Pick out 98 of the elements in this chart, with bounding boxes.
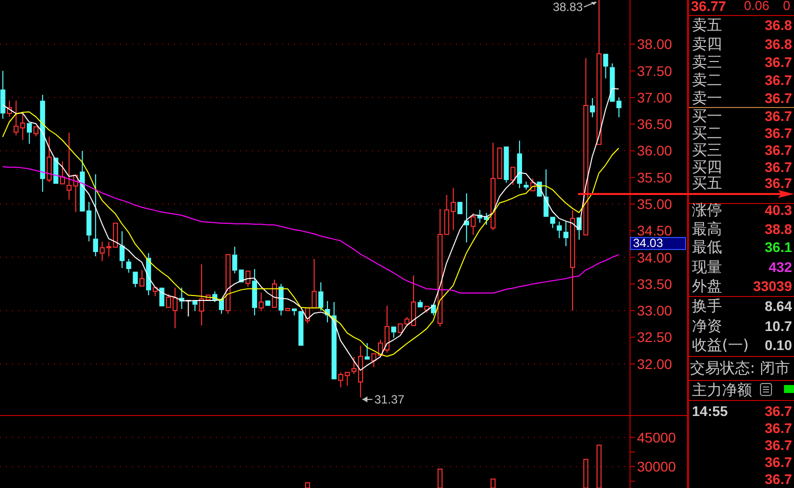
candlestick <box>504 146 509 184</box>
text: 432 <box>768 259 792 275</box>
text: 36.7 <box>764 454 792 470</box>
candlestick <box>126 258 132 274</box>
line-series <box>2 166 620 294</box>
candlestick <box>60 160 65 184</box>
candlestick <box>285 308 290 312</box>
text: 36.7 <box>764 403 792 419</box>
text: 14:55 <box>692 402 728 420</box>
annotation: 38.83 <box>552 0 584 14</box>
candlestick <box>517 140 522 189</box>
text: 36.7 <box>764 159 792 175</box>
category-label: 涨停 <box>692 201 722 219</box>
text: 36.7 <box>764 108 792 124</box>
candlestick <box>132 272 138 288</box>
text: 36.7 <box>764 90 792 106</box>
text: 0.10 <box>764 337 792 353</box>
candlestick <box>563 221 568 247</box>
candlestick <box>391 326 396 338</box>
candlestick <box>457 202 462 214</box>
category-label: 外盘 <box>692 277 722 295</box>
category-label: 买三 <box>692 141 722 159</box>
candlestick <box>590 98 595 118</box>
text: 36.7 <box>764 175 792 191</box>
candlestick <box>226 254 231 314</box>
candlestick <box>252 268 258 316</box>
candlestick <box>93 174 98 257</box>
text: 36.7 <box>764 420 792 436</box>
text: 交易状态: 闭市 <box>690 359 790 377</box>
y-tick-label: 33.50 <box>637 276 672 292</box>
y-tick-label: 37.00 <box>637 89 672 106</box>
candlestick <box>556 221 562 239</box>
category-label: 卖三 <box>692 53 722 71</box>
y-tick-label: 45000 <box>637 429 676 446</box>
candlestick <box>583 58 588 236</box>
text: 36.77 <box>691 0 726 15</box>
text: 36.8 <box>764 36 792 52</box>
text: 40.3 <box>764 202 792 218</box>
category-label: 净资 <box>692 317 722 335</box>
y-tick-label: 35.50 <box>637 169 672 186</box>
y-tick-label: 36.50 <box>637 116 672 132</box>
y-tick-label: 30000 <box>637 458 676 475</box>
candlestick <box>464 192 470 243</box>
candlestick <box>40 94 46 192</box>
category-label: 买五 <box>692 174 722 192</box>
category-label: 买二 <box>692 124 722 142</box>
candlestick <box>292 308 297 316</box>
y-tick-label: 37.50 <box>637 62 672 79</box>
text: 36.7 <box>764 125 792 141</box>
text: 36.7 <box>764 471 792 487</box>
candlestick <box>120 230 125 268</box>
text: 主力净额 <box>692 381 752 399</box>
text: 0.06 <box>744 0 770 15</box>
category-label: 买一 <box>692 107 722 125</box>
candlestick <box>603 54 608 79</box>
y-tick-label: 35.00 <box>637 196 672 212</box>
text: 36.7 <box>764 54 792 70</box>
text: 34.03 <box>630 236 686 250</box>
y-tick-label: 32.50 <box>637 329 672 346</box>
category-label: 卖四 <box>692 35 722 53</box>
text: 10.7 <box>764 318 792 334</box>
category-label: 现量 <box>692 258 722 276</box>
candlestick <box>232 246 238 274</box>
text: 36.7 <box>764 142 792 158</box>
candlestick <box>550 216 556 229</box>
y-tick-label: 34.00 <box>637 249 672 266</box>
text: 36.1 <box>764 239 792 255</box>
text: 36.7 <box>764 72 792 88</box>
y-tick-label: 33.00 <box>637 302 672 319</box>
candlestick <box>298 311 304 346</box>
y-tick-label: 32.00 <box>637 356 672 372</box>
annotation: 31.37 <box>374 392 405 406</box>
candlestick <box>278 283 284 316</box>
candlestick <box>0 70 6 120</box>
text: 8.64 <box>764 298 792 314</box>
candlestick <box>312 258 317 308</box>
candlestick <box>272 279 277 308</box>
y-tick-label: 36.00 <box>637 142 672 159</box>
candlestick <box>139 270 144 287</box>
y-tick-label: 38.00 <box>637 36 672 52</box>
candlestick <box>570 210 576 312</box>
text: 33039 <box>753 278 792 294</box>
category-label: 卖二 <box>692 71 722 89</box>
text: 0 <box>783 0 790 15</box>
category-label: 最高 <box>692 220 722 238</box>
category-label: 最低 <box>692 238 722 256</box>
candlestick <box>344 372 350 386</box>
category-label: 买四 <box>692 158 722 176</box>
category-label: 换手 <box>692 297 722 315</box>
category-label: 卖一 <box>692 89 722 107</box>
candlestick <box>450 188 456 231</box>
text: 38.8 <box>764 221 792 237</box>
candlestick <box>33 126 38 137</box>
text: 36.7 <box>764 437 792 453</box>
category-label: 收益(一) <box>692 336 749 354</box>
category-label: 卖五 <box>692 16 722 34</box>
text: 36.8 <box>764 17 792 33</box>
candlestick <box>26 123 32 144</box>
